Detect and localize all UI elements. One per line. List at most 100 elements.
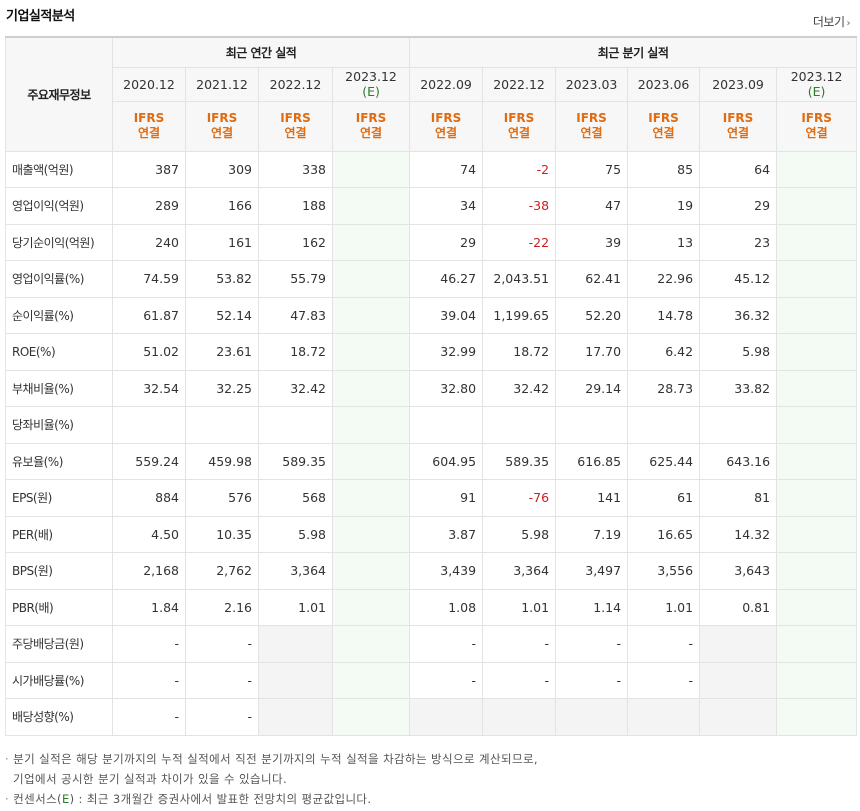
column-date: 2023.12	[790, 69, 843, 84]
table-cell: -	[555, 625, 629, 663]
table-cell	[331, 296, 411, 334]
table-cell: 568	[258, 479, 333, 517]
table-row: PER(배) 4.50 10.35 5.98 3.87 5.98 7.19 16.65 14.3…	[5, 515, 858, 553]
row-header-label: 주요재무정보	[5, 36, 113, 152]
table-cell	[776, 150, 858, 188]
ifrs-label: IFRS	[430, 111, 462, 125]
table-cell: 884	[112, 479, 186, 517]
annual-group-header: 최근 연간 실적	[111, 36, 411, 68]
table-cell: 3,439	[409, 552, 484, 590]
table-row: 유보율(%) 559.24 459.98 589.35 604.95 589.35 616.…	[5, 442, 858, 480]
table-cell: 616.85	[555, 442, 629, 480]
table-row: 영업이익(억원) 289 166 188 34 -38 47 19 29	[5, 187, 858, 225]
ifrs-label: IFRS	[648, 111, 679, 125]
table-cell: -	[409, 625, 484, 663]
column-date: 2022.12	[269, 76, 322, 92]
table-row: 영업이익률(%) 74.59 53.82 55.79 46.27 2,043.51 62.4…	[5, 260, 858, 298]
table-cell	[331, 187, 411, 225]
table-cell	[258, 625, 333, 663]
table-cell: 29	[699, 187, 778, 225]
table-cell: 16.65	[627, 515, 701, 553]
more-label: 더보기	[812, 15, 845, 29]
table-cell	[331, 479, 411, 517]
footnote-1: · 분기 실적은 해당 분기까지의 누적 실적에서 직전 분기까지의 누적 실적…	[5, 752, 538, 766]
table-cell: 240	[112, 223, 186, 261]
row-label: 시가배당률(%)	[5, 661, 113, 699]
table-cell: 0.81	[699, 588, 778, 626]
ifrs-label: IFRS	[503, 111, 535, 125]
table-cell: 32.42	[482, 369, 557, 407]
table-cell	[699, 625, 778, 663]
table-cell: 576	[185, 479, 259, 517]
table-cell: 55.79	[258, 260, 333, 298]
consolidated-label: 연결	[359, 126, 383, 140]
table-cell: -38	[482, 187, 557, 225]
table-cell: 18.72	[482, 333, 557, 371]
column-date-header: 2022.09	[409, 66, 484, 102]
table-cell: 643.16	[699, 442, 778, 480]
table-cell: 188	[258, 187, 333, 225]
table-cell: 64	[699, 150, 778, 188]
table-cell	[331, 333, 411, 371]
table-cell: 559.24	[112, 442, 186, 480]
column-date-header: 2021.12	[185, 66, 259, 102]
table-cell: 36.32	[699, 296, 778, 334]
table-cell: 62.41	[555, 260, 629, 298]
column-date: 2023.09	[712, 76, 764, 92]
table-cell: 32.42	[258, 369, 333, 407]
column-date: 2023.06	[637, 76, 690, 92]
table-cell: 3,556	[627, 552, 701, 590]
table-cell: 141	[555, 479, 629, 517]
table-cell: 1,199.65	[482, 296, 557, 334]
table-cell: 10.35	[185, 515, 259, 553]
column-date-header: 2020.12	[112, 66, 186, 102]
table-cell	[776, 552, 858, 590]
table-cell	[112, 406, 186, 444]
table-cell: 33.82	[699, 369, 778, 407]
column-ifrs-header: IFRS 연결	[699, 100, 778, 152]
table-cell	[699, 698, 778, 736]
estimate-marker: (E)	[362, 84, 380, 99]
more-link[interactable]: 더보기 ›	[812, 13, 851, 30]
table-cell: 1.01	[258, 588, 333, 626]
table-cell	[258, 661, 333, 699]
column-date-header: 2023.12 (E)	[331, 66, 411, 102]
column-ifrs-header: IFRS 연결	[112, 100, 186, 152]
table-cell: 166	[185, 187, 259, 225]
column-date-header: 2023.06	[627, 66, 701, 102]
table-cell: 18.72	[258, 333, 333, 371]
table-row: 당좌비율(%)	[5, 406, 858, 444]
column-date-header: 2022.12	[258, 66, 333, 102]
table-cell: -	[112, 625, 186, 663]
column-date: 2023.12	[345, 69, 397, 84]
table-cell	[185, 406, 259, 444]
table-cell: -	[555, 661, 629, 699]
table-cell: 5.98	[699, 333, 778, 371]
table-cell: 39.04	[409, 296, 484, 334]
row-label: 당좌비율(%)	[5, 406, 113, 444]
table-cell: 3,643	[699, 552, 778, 590]
table-cell: 29.14	[555, 369, 629, 407]
table-row: 배당성향(%) - -	[5, 698, 858, 736]
column-date: 2023.03	[565, 76, 618, 92]
column-date: 2022.12	[493, 76, 545, 92]
table-cell	[699, 661, 778, 699]
table-cell: 28.73	[627, 369, 701, 407]
table-cell: 7.19	[555, 515, 629, 553]
row-label: PBR(배)	[5, 588, 113, 626]
table-cell: 75	[555, 150, 629, 188]
table-cell: 32.54	[112, 369, 186, 407]
table-cell: 46.27	[409, 260, 484, 298]
quarter-group-header: 최근 분기 실적	[409, 36, 858, 68]
column-ifrs-header: IFRS 연결	[331, 100, 411, 152]
table-cell: 91	[409, 479, 484, 517]
table-cell: 3,497	[555, 552, 629, 590]
table-cell: 289	[112, 187, 186, 225]
row-label: 당기순이익(억원)	[5, 223, 113, 261]
consolidated-label: 연결	[652, 126, 675, 140]
table-cell: 387	[112, 150, 186, 188]
row-label: 영업이익률(%)	[5, 260, 113, 298]
table-cell: 14.32	[699, 515, 778, 553]
table-cell: -	[482, 625, 557, 663]
column-ifrs-header: IFRS 연결	[185, 100, 259, 152]
